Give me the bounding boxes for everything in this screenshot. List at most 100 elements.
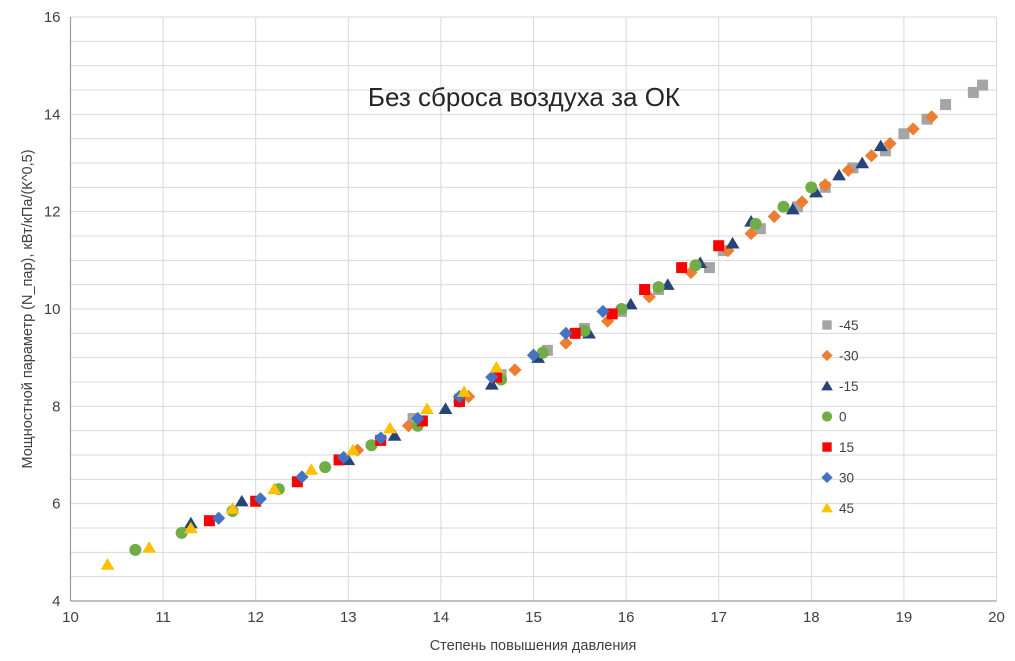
legend-label: 0 <box>839 410 847 425</box>
data-point <box>365 439 378 452</box>
data-point <box>855 156 870 169</box>
data-point <box>676 262 688 274</box>
legend-label: -15 <box>839 379 859 394</box>
legend-item--45: -45 <box>822 318 859 333</box>
legend-label: -45 <box>839 318 859 333</box>
gridlines <box>70 16 997 601</box>
data-point <box>713 240 725 252</box>
data-point <box>791 201 803 213</box>
y-tick-label: 12 <box>44 204 61 221</box>
legend: -45 -30 -15 0 15 30 45 <box>821 318 859 516</box>
x-tick-label: 10 <box>62 609 79 626</box>
data-point <box>387 429 402 441</box>
data-point <box>526 348 541 362</box>
data-point <box>291 476 303 488</box>
data-point <box>785 202 800 215</box>
data-point <box>129 543 142 556</box>
data-point <box>569 327 581 339</box>
legend-marker-square <box>822 442 832 452</box>
data-point <box>559 336 573 350</box>
data-point <box>744 226 758 241</box>
data-point <box>906 122 920 136</box>
x-tick-label: 16 <box>618 609 635 626</box>
x-tick-label: 18 <box>803 609 820 626</box>
y-tick-label: 10 <box>44 301 61 318</box>
data-point <box>253 492 267 506</box>
data-point <box>508 363 522 377</box>
chart-title: Без сброса воздуха за ОК <box>368 82 680 112</box>
data-point <box>319 461 332 474</box>
legend-item--30: -30 <box>821 349 859 364</box>
legend-item-45: 45 <box>821 501 854 516</box>
data-point <box>401 419 416 433</box>
data-point <box>818 178 832 192</box>
data-points <box>100 79 989 570</box>
series--30 <box>350 110 939 457</box>
legend-label: 45 <box>839 501 854 516</box>
data-point <box>754 223 766 235</box>
data-point <box>883 136 897 151</box>
data-point <box>489 360 504 373</box>
data-point <box>615 302 628 315</box>
legend-marker-diamond <box>821 471 833 484</box>
data-point <box>346 443 360 456</box>
data-point <box>420 402 434 414</box>
data-point <box>485 370 499 384</box>
data-point <box>606 308 618 320</box>
series--15 <box>183 139 888 529</box>
legend-item-15: 15 <box>822 440 854 455</box>
data-point <box>809 185 823 198</box>
data-point <box>684 265 698 280</box>
data-point <box>925 110 939 124</box>
legend-marker-circle <box>821 411 833 422</box>
data-point <box>559 326 573 340</box>
data-point <box>234 494 249 507</box>
legend-item--15: -15 <box>821 379 859 394</box>
data-point <box>596 304 610 319</box>
data-point <box>940 99 952 111</box>
y-tick-label: 16 <box>44 9 61 26</box>
data-point <box>795 195 809 209</box>
data-point <box>484 378 499 390</box>
data-point <box>652 281 665 294</box>
y-tick-label: 14 <box>44 106 61 123</box>
data-point <box>703 262 715 274</box>
tick-labels: 10 11 12 13 14 15 16 17 18 19 20 4 6 8 10 12 14 16 <box>44 9 1005 626</box>
x-tick-label: 15 <box>525 609 542 626</box>
data-point <box>639 284 651 296</box>
data-point <box>689 259 702 272</box>
data-point <box>578 324 591 337</box>
y-tick-label: 8 <box>52 398 60 415</box>
data-point <box>749 217 762 230</box>
legend-item-30: 30 <box>821 471 854 486</box>
y-tick-label: 6 <box>52 496 60 513</box>
legend-label: 15 <box>839 440 854 455</box>
data-point <box>250 495 262 507</box>
y-tick-label: 4 <box>52 593 60 610</box>
data-point <box>805 181 818 194</box>
series-0 <box>129 181 818 556</box>
x-tick-label: 13 <box>340 609 357 626</box>
data-point <box>623 297 638 310</box>
data-point <box>267 482 282 495</box>
data-point <box>183 521 198 534</box>
series-45 <box>100 360 504 570</box>
y-axis-title: Мощностной параметр (N_пар), кВт/кПа/(К^… <box>20 149 36 468</box>
data-point <box>438 402 453 414</box>
data-point <box>536 346 549 359</box>
data-point <box>333 454 345 466</box>
legend-label: -30 <box>839 349 859 364</box>
legend-marker-diamond <box>821 349 833 362</box>
x-tick-label: 20 <box>988 609 1005 626</box>
series-15 <box>203 240 725 527</box>
data-point <box>457 385 471 397</box>
data-point <box>977 79 989 91</box>
legend-item-0: 0 <box>821 410 847 425</box>
data-point <box>142 541 157 553</box>
legend-marker-triangle <box>821 502 833 513</box>
data-point <box>175 526 188 539</box>
data-point <box>841 163 855 177</box>
data-point <box>304 463 319 475</box>
